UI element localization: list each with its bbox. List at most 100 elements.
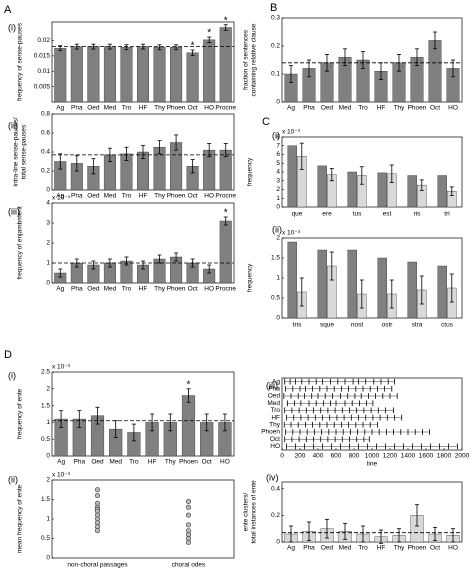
panel-label: B bbox=[270, 2, 277, 14]
x-tick-label: Pha bbox=[71, 193, 83, 200]
x-tick-label: HO bbox=[204, 286, 214, 293]
x-tick-label: est bbox=[383, 211, 392, 218]
x-tick-label: 600 bbox=[331, 453, 342, 460]
x-tick-label: Ag bbox=[56, 286, 64, 293]
x-tick-label: HF bbox=[139, 286, 148, 293]
x-tick-label: Procne bbox=[215, 105, 236, 112]
bar bbox=[377, 257, 387, 319]
x-tick-label: Phoen bbox=[167, 105, 186, 112]
subpanel-label: (i) bbox=[8, 22, 16, 32]
subpanel-label: (ii) bbox=[8, 474, 18, 484]
x-tick-label: tri bbox=[444, 211, 449, 218]
y-tick-label: 2 bbox=[46, 477, 50, 484]
x-tick-label: Med bbox=[339, 545, 352, 552]
row-label: Thy bbox=[269, 422, 281, 429]
y-tick-label: 1 bbox=[276, 195, 280, 202]
subpanel-label: (i) bbox=[272, 130, 280, 140]
axis-exponent: x 10⁻³ bbox=[52, 364, 71, 371]
x-tick-label: Ag bbox=[57, 459, 65, 466]
y-axis-label: total instances of ente bbox=[251, 480, 258, 544]
y-tick-label: 0.4 bbox=[41, 149, 50, 156]
x-tick-label: ere bbox=[322, 211, 332, 218]
x-tick-label: Med bbox=[109, 459, 122, 466]
x-tick-label: Ag bbox=[287, 545, 295, 552]
x-tick-label: 1400 bbox=[401, 453, 416, 460]
x-tick-label: Phoen bbox=[167, 193, 186, 200]
bar bbox=[219, 27, 232, 103]
x-tick-label: Med bbox=[104, 193, 117, 200]
x-tick-label: Ag bbox=[287, 105, 295, 112]
y-axis-label: frequency bbox=[247, 157, 254, 186]
y-tick-label: 2 bbox=[276, 186, 280, 193]
x-tick-label: Med bbox=[104, 286, 117, 293]
y-tick-label: 1 bbox=[276, 275, 280, 282]
y-tick-label: 4 bbox=[46, 200, 50, 207]
plot-frame bbox=[51, 479, 235, 559]
x-tick-label: Oct bbox=[188, 286, 198, 293]
point bbox=[186, 498, 192, 504]
subpanel-label: (iii) bbox=[266, 380, 278, 390]
y-tick-label: 0 bbox=[46, 555, 50, 562]
point bbox=[95, 487, 101, 493]
x-tick-label: HO bbox=[204, 193, 214, 200]
bar bbox=[437, 175, 447, 208]
x-tick-label: Ag bbox=[56, 105, 64, 112]
x-tick-label: 0 bbox=[280, 453, 284, 460]
bar bbox=[170, 47, 183, 103]
y-tick-label: 6 bbox=[276, 151, 280, 158]
x-tick-label: HF bbox=[139, 105, 148, 112]
bar bbox=[317, 165, 327, 208]
panel-label: A bbox=[4, 4, 12, 16]
y-tick-label: 1 bbox=[46, 419, 50, 426]
x-tick-label: 400 bbox=[313, 453, 324, 460]
x-tick-label: Tro bbox=[122, 105, 132, 112]
y-tick-label: 0 bbox=[46, 453, 50, 460]
bar bbox=[407, 175, 417, 208]
subpanel-label: (i) bbox=[8, 370, 16, 380]
x-tick-label: Phoen bbox=[408, 545, 427, 552]
subpanel-label: (iv) bbox=[266, 472, 279, 482]
y-tick-label: 0.02 bbox=[37, 37, 50, 44]
row-label: Oct bbox=[270, 436, 280, 443]
y-tick-label: 1.5 bbox=[271, 255, 280, 262]
bar bbox=[317, 249, 327, 319]
y-tick-label: 8 bbox=[276, 134, 280, 141]
y-tick-label: 3 bbox=[276, 177, 280, 184]
bar bbox=[87, 46, 100, 103]
bar bbox=[103, 46, 116, 103]
x-tick-label: Tro bbox=[122, 193, 132, 200]
row-label: Phoen bbox=[261, 429, 280, 436]
y-axis-label: intra-line sense-pauses/ bbox=[13, 117, 20, 186]
axis-exponent: x 10⁻³ bbox=[52, 472, 71, 479]
bar bbox=[70, 46, 83, 103]
x-tick-label: Oed bbox=[87, 286, 100, 293]
y-tick-label: 0 bbox=[276, 204, 280, 211]
x-tick-label: Oct bbox=[188, 105, 198, 112]
y-tick-label: 2 bbox=[276, 235, 280, 242]
bar bbox=[219, 220, 232, 284]
y-tick-label: 0.5 bbox=[271, 295, 280, 302]
x-tick-label: HF bbox=[139, 193, 148, 200]
bar bbox=[437, 265, 447, 319]
bar bbox=[347, 249, 357, 319]
x-tick-label: Thy bbox=[154, 286, 166, 293]
x-tick-label: Pha bbox=[74, 459, 86, 466]
x-tick-label: non-choral passages bbox=[67, 562, 128, 569]
bar bbox=[377, 172, 387, 208]
bar bbox=[203, 39, 216, 103]
x-tick-label: Thy bbox=[394, 105, 406, 112]
bar bbox=[153, 47, 166, 103]
bar bbox=[186, 52, 199, 103]
y-tick-label: 0.5 bbox=[41, 436, 50, 443]
bar bbox=[428, 40, 442, 103]
y-axis-label: mean frequency of ente bbox=[17, 484, 24, 553]
y-axis-label: containing relative clause bbox=[251, 23, 258, 96]
x-tick-label: stra bbox=[412, 322, 423, 329]
y-tick-label: 0.01 bbox=[37, 68, 50, 75]
y-axis-label: ente clusters/ bbox=[243, 492, 250, 531]
x-tick-label: ris bbox=[414, 211, 422, 218]
x-tick-label: Oct bbox=[430, 105, 440, 112]
axis-exponent: x 10⁻³ bbox=[282, 129, 301, 136]
x-tick-label: HF bbox=[148, 459, 157, 466]
